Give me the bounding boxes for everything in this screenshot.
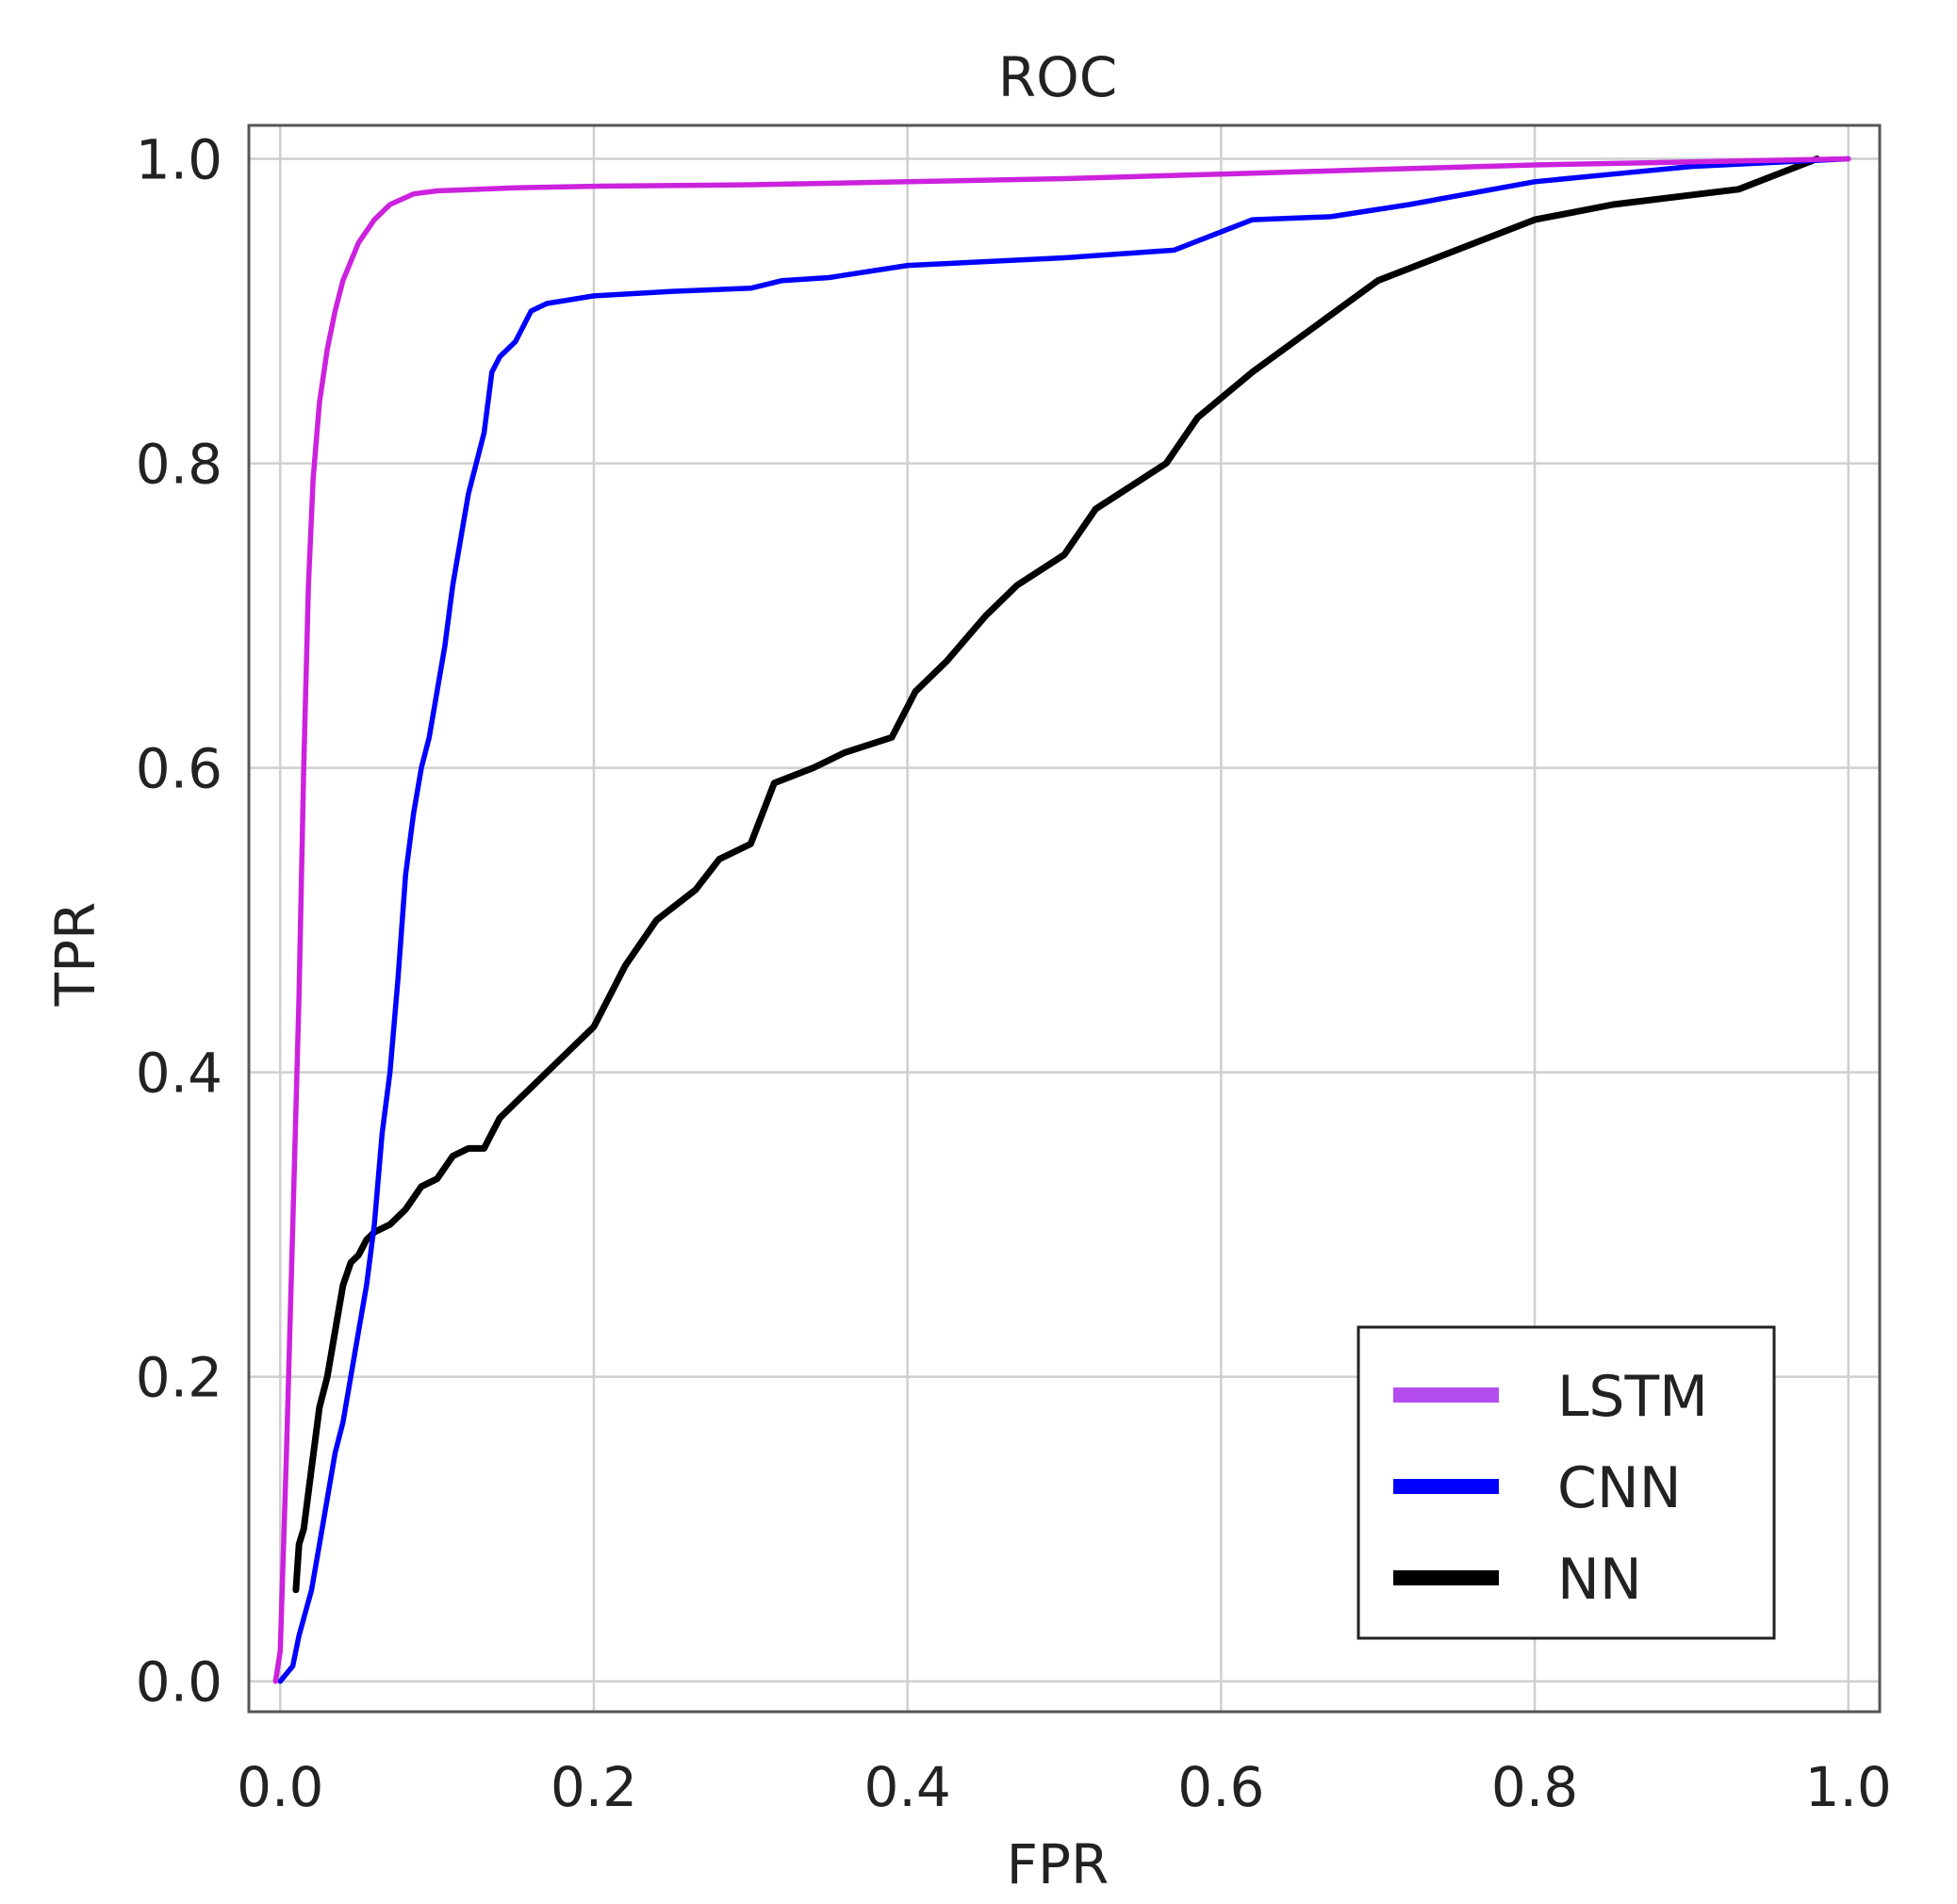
- y-tick-label: 0.8: [136, 433, 222, 497]
- legend-label-nn: NN: [1557, 1547, 1642, 1613]
- x-tick-label: 0.4: [864, 1755, 951, 1819]
- x-axis-title: FPR: [1007, 1832, 1110, 1896]
- x-tick-label: 1.0: [1805, 1755, 1892, 1819]
- y-tick-label: 0.2: [136, 1346, 222, 1410]
- x-tick-label: 0.0: [237, 1755, 323, 1819]
- series-layer: [272, 156, 1851, 1684]
- legend: LSTM CNN NN: [1357, 1325, 1776, 1640]
- x-tick-label: 0.6: [1177, 1755, 1264, 1819]
- legend-label-lstm: LSTM: [1557, 1364, 1708, 1430]
- x-axis-ticks: 0.0 0.2 0.4 0.6 0.8 1.0: [237, 1755, 1892, 1819]
- x-tick-label: 0.2: [551, 1755, 637, 1819]
- y-tick-label: 0.4: [136, 1042, 222, 1106]
- grid: [249, 125, 1880, 1712]
- legend-label-cnn: CNN: [1557, 1455, 1682, 1521]
- series-line-lstm: [272, 156, 1851, 1684]
- y-axis-title: TPR: [43, 902, 107, 1008]
- series-line-nn: [292, 156, 1820, 1594]
- chart-title: ROC: [998, 45, 1117, 109]
- y-tick-label: 1.0: [136, 128, 222, 192]
- x-tick-label: 0.8: [1491, 1755, 1578, 1819]
- plot-frame: [247, 123, 1882, 1714]
- y-tick-label: 0.0: [136, 1650, 222, 1715]
- y-tick-label: 0.6: [136, 737, 222, 801]
- series-line-cnn: [277, 156, 1851, 1684]
- y-axis-ticks: 0.0 0.2 0.4 0.6 0.8 1.0: [136, 128, 222, 1715]
